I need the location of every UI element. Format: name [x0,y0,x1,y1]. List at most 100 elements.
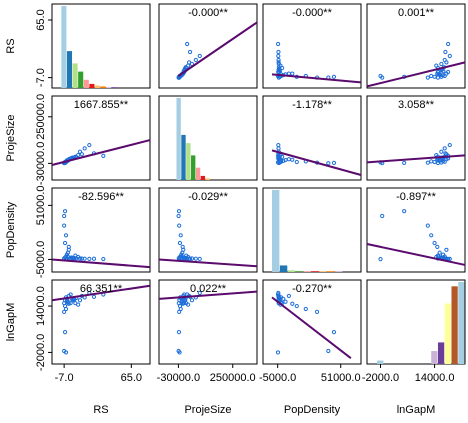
scatter-point [442,146,447,151]
scatter-point [432,240,437,246]
scatter-point [435,69,441,75]
coefficient-label: 66.351** [80,283,123,295]
scatter-point [429,73,434,79]
scatter-point [435,244,440,249]
scatter-point [275,350,281,355]
coefficient-label: -82.596** [78,191,125,203]
scatter-point [189,298,195,303]
scatter-point [66,244,71,249]
hist-bar [437,342,445,364]
coefficient-label: -0.270** [292,283,332,295]
coefficient-label: 3.058** [398,99,435,111]
scatter-point [91,256,97,261]
x-axis-label: ProjeSize [184,404,231,416]
panel-frame [262,279,362,365]
hist-bar [191,155,196,180]
scatter-point [283,157,288,163]
scatter-point [434,152,439,158]
hist-bar [311,271,319,272]
hist-bar [181,134,186,180]
scatter-point [432,74,437,79]
scatter-point [87,142,92,148]
scatter-point [326,161,331,166]
hist-bar [200,175,206,180]
hist-bar [61,6,67,88]
x-tick-label: -2000.0 [362,372,399,384]
fit-line [366,243,466,266]
scatter-point [281,158,286,163]
scatter-point [186,256,192,261]
scatter-point [275,41,281,47]
x-tick-label: -5000.0 [259,372,296,384]
hist-bar [111,87,117,88]
x-axis-label: lnGapM [397,404,436,416]
hist-bar [451,286,458,364]
hist-bar [279,265,288,272]
scatter-point [276,142,281,148]
scatter-point [446,41,451,47]
scatter-point [447,142,452,148]
scatter-point [62,223,67,228]
scatter-point [179,300,184,305]
scatter-point [62,348,67,354]
scatter-point [278,158,284,163]
hist-bar [83,79,89,88]
scatter-point [63,306,69,312]
hist-bar [89,83,95,88]
scatter-point [277,297,282,302]
scatter-point [63,233,69,238]
scatter-point [176,348,181,354]
panel-frame [366,3,466,89]
scatter-point [281,296,286,301]
y-tick-label: -2000.0 [35,334,47,371]
scatter-point [402,209,407,214]
scatter-point [283,299,288,304]
x-tick-label: -30000.0 [157,372,200,384]
scatter-point [176,209,182,214]
scatter-point [185,41,190,47]
scatter-point [439,61,444,67]
scatter-point [176,330,182,335]
scatter-point [181,301,187,306]
y-axis-label: lnGapM [5,303,17,342]
scatter-point [179,254,184,259]
scatter-point [446,69,451,75]
hist-bar [186,143,191,180]
hist-bar [431,351,438,364]
panel-frame [158,95,258,181]
x-axis-label: RS [93,404,108,416]
fit-line [271,73,362,84]
scatter-point [197,290,202,296]
scatter-point [77,298,83,303]
x-tick-label: 65.0 [121,372,142,384]
hist-bar [72,63,78,88]
coefficient-label: 0.001** [398,7,435,19]
scatter-point [314,309,320,314]
y-axis-label: RS [5,38,17,53]
scatter-point [425,223,430,228]
scatter-point [62,309,67,314]
x-tick-label: 250000.0 [210,372,256,384]
coefficient-label: -0.897** [396,191,436,203]
y-tick-label: -7.0 [35,68,47,87]
scatter-point [331,330,337,335]
scatter-point [65,300,70,305]
coefficient-label: 1667.855** [74,99,129,111]
scatter-point [177,223,182,228]
scatter-point [186,302,191,307]
scatter-point [91,294,97,299]
panel-frame [366,279,466,365]
fit-line [51,284,151,302]
scatter-point [177,240,183,246]
hist-bar [272,190,280,272]
scatter-point [331,160,337,165]
y-tick-label: -5000.0 [35,241,47,278]
hist-bar [319,271,327,272]
coefficient-label: -0.029** [188,191,228,203]
scatter-point [276,146,281,151]
panel-frame [51,3,151,89]
scatter-point [275,160,281,165]
hist-bar [295,271,304,272]
scatter-point [277,66,282,71]
